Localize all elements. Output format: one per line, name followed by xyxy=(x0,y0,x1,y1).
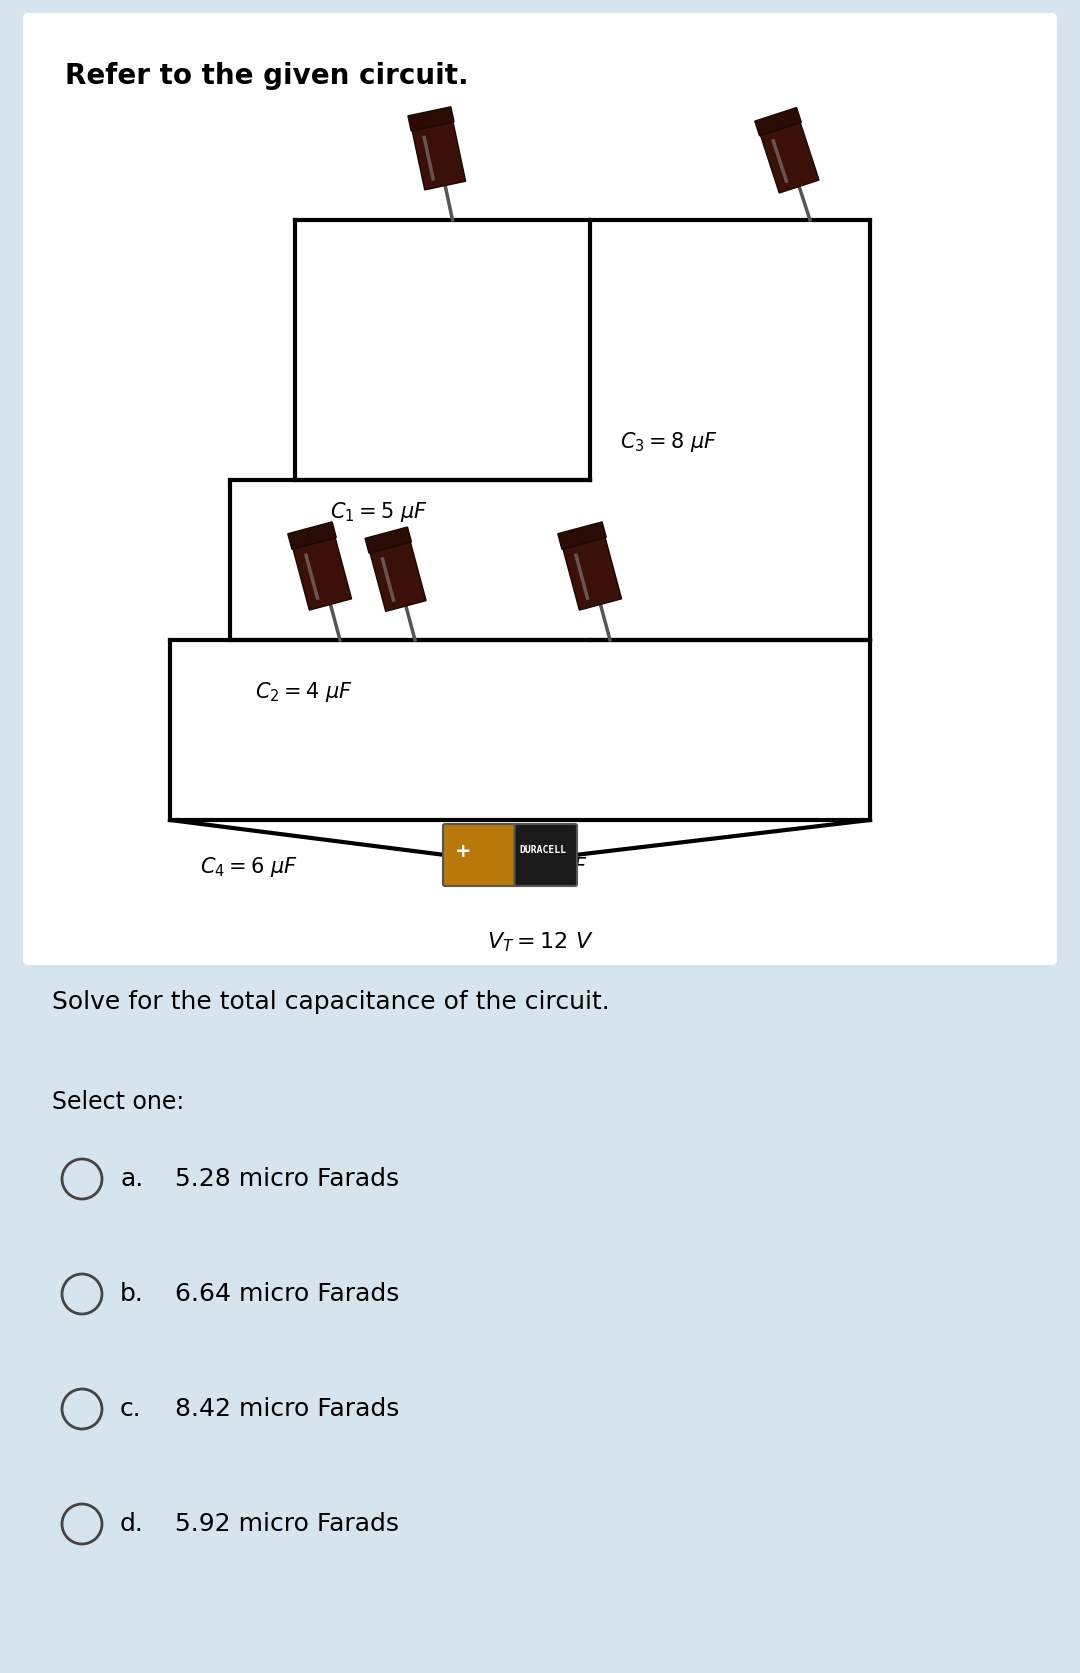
Text: Refer to the given circuit.: Refer to the given circuit. xyxy=(65,62,469,90)
Text: a.: a. xyxy=(120,1168,144,1191)
FancyBboxPatch shape xyxy=(23,13,1057,965)
Text: 8.42 micro Farads: 8.42 micro Farads xyxy=(175,1397,400,1420)
Polygon shape xyxy=(287,522,336,549)
Text: DURACELL: DURACELL xyxy=(519,845,566,855)
Text: $V_T = 12\ V$: $V_T = 12\ V$ xyxy=(487,930,593,954)
Polygon shape xyxy=(755,107,801,136)
Text: 5.28 micro Farads: 5.28 micro Farads xyxy=(175,1168,400,1191)
Polygon shape xyxy=(413,122,465,191)
Polygon shape xyxy=(370,542,427,611)
Polygon shape xyxy=(408,107,454,130)
Text: c.: c. xyxy=(120,1397,141,1420)
Text: $C_5 = 4\ \mu F$: $C_5 = 4\ \mu F$ xyxy=(490,855,588,878)
Text: $C_3 = 8\ \mu F$: $C_3 = 8\ \mu F$ xyxy=(620,430,718,453)
Text: $C_1 = 5\ \mu F$: $C_1 = 5\ \mu F$ xyxy=(330,500,428,524)
Text: 5.92 micro Farads: 5.92 micro Farads xyxy=(175,1512,399,1536)
Text: +: + xyxy=(455,842,471,860)
Polygon shape xyxy=(365,527,411,554)
Polygon shape xyxy=(293,537,352,611)
Polygon shape xyxy=(760,122,819,192)
Polygon shape xyxy=(563,537,622,611)
Text: d.: d. xyxy=(120,1512,144,1536)
Text: Solve for the total capacitance of the circuit.: Solve for the total capacitance of the c… xyxy=(52,990,610,1014)
FancyBboxPatch shape xyxy=(443,825,518,887)
Polygon shape xyxy=(557,522,606,549)
Text: 6.64 micro Farads: 6.64 micro Farads xyxy=(175,1282,400,1307)
Text: b.: b. xyxy=(120,1282,144,1307)
Text: $C_4 = 6\ \mu F$: $C_4 = 6\ \mu F$ xyxy=(200,855,298,878)
Text: Select one:: Select one: xyxy=(52,1091,185,1114)
FancyBboxPatch shape xyxy=(514,825,577,887)
Text: $C_2 = 4\ \mu F$: $C_2 = 4\ \mu F$ xyxy=(255,679,353,704)
